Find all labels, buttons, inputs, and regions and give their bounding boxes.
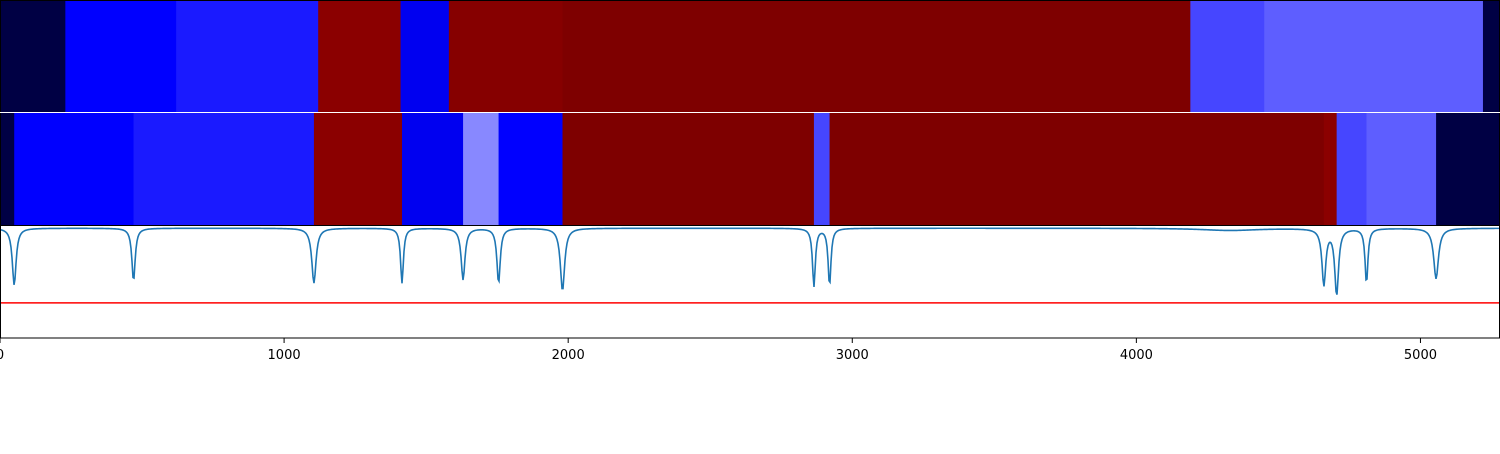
heatmap-segment (449, 1, 563, 112)
heatmap-segment (14, 113, 134, 225)
heatmap-segment (463, 113, 499, 225)
heatmap-segment (402, 113, 464, 225)
x-tick-label: 0 (0, 348, 4, 363)
heatmap-track-middle (0, 113, 1500, 225)
heatmap-segment (499, 113, 563, 225)
heatmap-segment (1436, 113, 1500, 225)
heatmap-segment (1190, 1, 1264, 112)
heatmap-segment (1366, 113, 1436, 225)
heatmap-segment (0, 113, 15, 225)
signal-line (0, 228, 1500, 294)
x-tick-label: 1000 (268, 348, 301, 363)
heatmap-segment (314, 113, 403, 225)
heatmap-segment (563, 113, 815, 225)
heatmap-segment (318, 1, 401, 112)
heatmap-segment (401, 1, 450, 112)
x-tick-label: 5000 (1404, 348, 1437, 363)
heatmap-segment (176, 1, 319, 112)
heatmap-segment (563, 1, 1191, 112)
x-tick-label: 2000 (552, 348, 585, 363)
x-axis: 0 1000 2000 3000 4000 5000 (0, 338, 1437, 363)
heatmap-segment (1483, 1, 1500, 112)
heatmap-segment (65, 1, 176, 112)
heatmap-track-top (0, 1, 1500, 112)
x-tick-label: 4000 (1120, 348, 1153, 363)
x-tick-label: 3000 (836, 348, 869, 363)
heatmap-segment (830, 113, 1325, 225)
heatmap-segment (0, 1, 66, 112)
heatmap-segment (1337, 113, 1367, 225)
heatmap-segment (1264, 1, 1483, 112)
heatmap-segment (1324, 113, 1337, 225)
heatmap-segment (134, 113, 315, 225)
heatmap-segment (814, 113, 830, 225)
